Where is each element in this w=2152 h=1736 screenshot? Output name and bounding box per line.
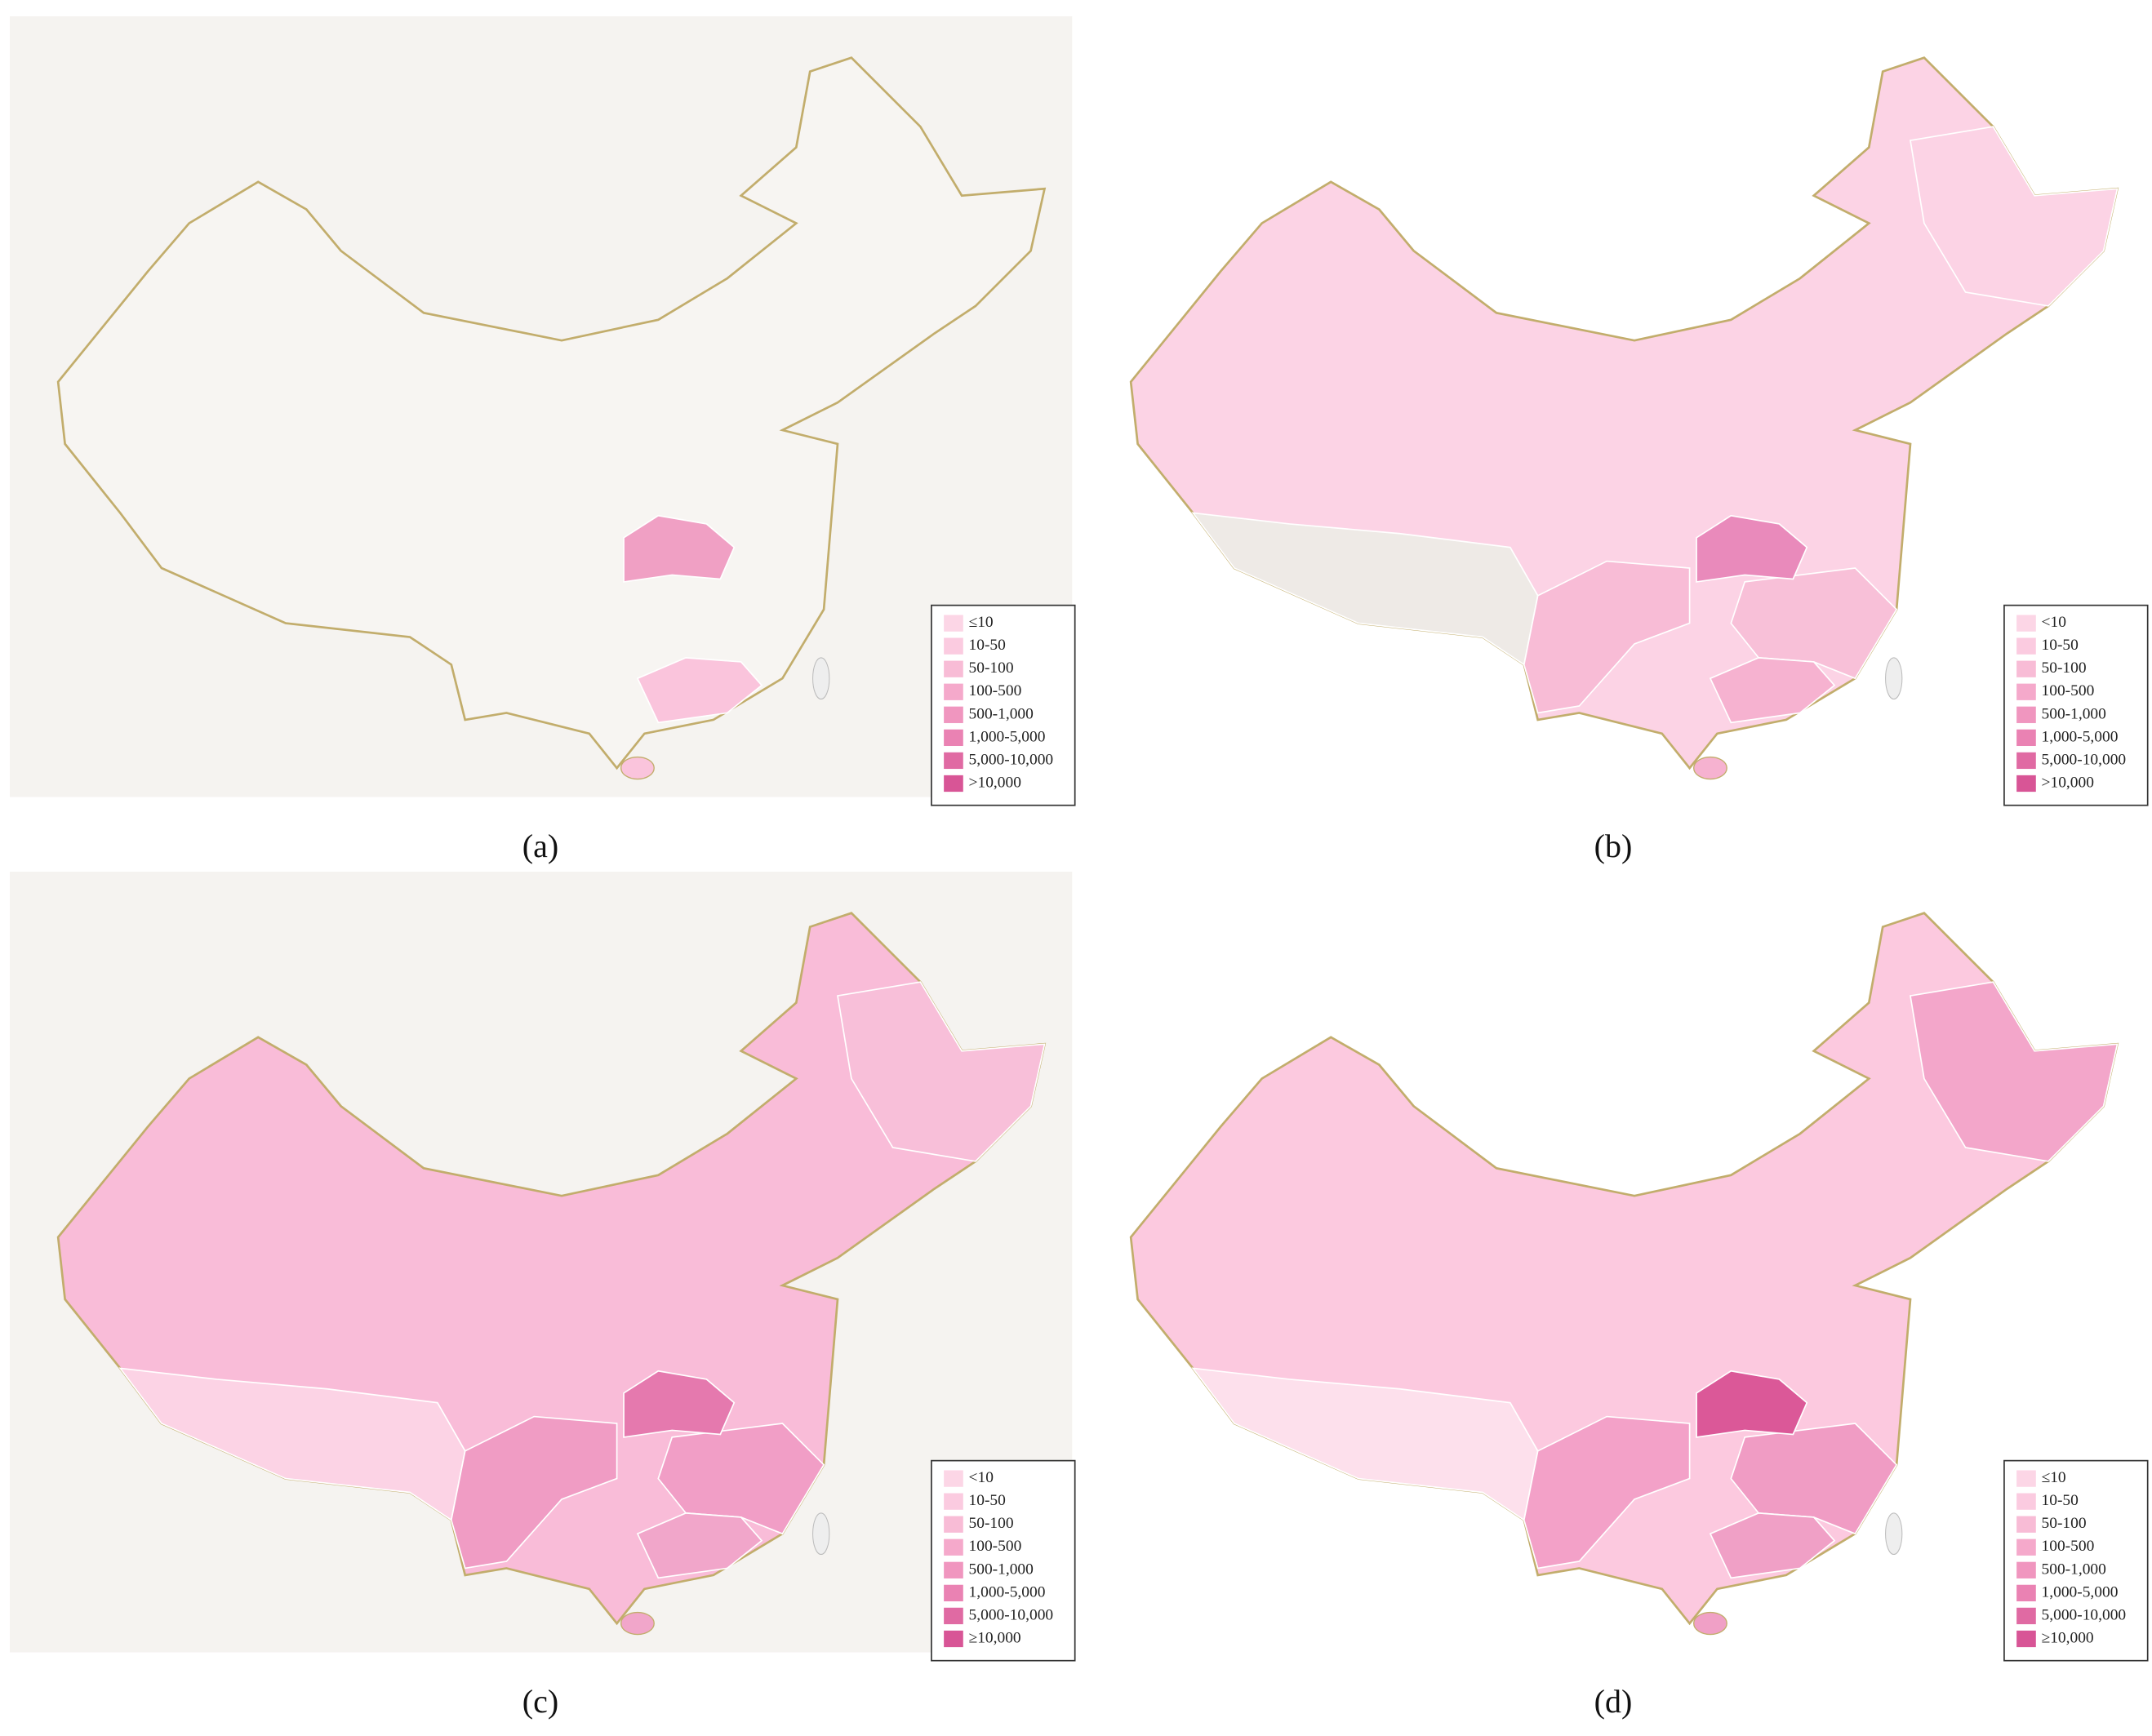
legend-label: 1,000-5,000 — [2042, 1583, 2119, 1601]
legend-label: 100-500 — [969, 682, 1022, 699]
hainan — [620, 756, 655, 780]
legend-label: 500-1,000 — [2042, 1561, 2106, 1578]
legend-swatch — [2016, 1561, 2036, 1578]
legend-label: 5,000-10,000 — [2042, 751, 2127, 768]
panel-label: (d) — [1594, 1683, 1633, 1720]
legend-swatch — [2016, 706, 2036, 723]
legend-label: 1,000-5,000 — [969, 1583, 1046, 1601]
legend-swatch — [944, 1561, 963, 1578]
province — [636, 656, 763, 724]
legend-swatch — [2016, 1584, 2036, 1602]
legend-swatch — [944, 1584, 963, 1602]
taiwan — [1885, 1512, 1903, 1556]
province — [1523, 1415, 1691, 1570]
hainan — [620, 1611, 655, 1636]
legend-swatch — [944, 683, 963, 700]
legend-swatch — [2016, 1470, 2036, 1487]
legend-swatch — [2016, 660, 2036, 677]
legend-label: 50-100 — [969, 659, 1014, 677]
panel-label: (a) — [522, 828, 558, 864]
legend-label: 5,000-10,000 — [2042, 1606, 2127, 1623]
map-panel: <10 10-50 50-100 100-500 500-1,000 1,000-5,00… — [1083, 16, 2149, 806]
province — [1730, 567, 1898, 680]
province — [657, 1423, 825, 1535]
province — [1910, 981, 2119, 1162]
province — [1523, 560, 1691, 714]
legend-label: 100-500 — [2042, 682, 2095, 699]
legend-label: 100-500 — [969, 1538, 1022, 1555]
legend-label: <10 — [2042, 614, 2066, 631]
province — [837, 981, 1046, 1162]
legend-swatch — [2016, 683, 2036, 700]
legend-swatch — [2016, 637, 2036, 655]
legend-swatch — [944, 1538, 963, 1556]
legend-swatch — [2016, 729, 2036, 747]
hainan — [1692, 1611, 1727, 1636]
panel-label: (b) — [1594, 828, 1633, 864]
legend-label: 50-100 — [2042, 659, 2087, 677]
panel-label: (c) — [522, 1683, 558, 1720]
legend-label: >10,000 — [2042, 774, 2094, 791]
province — [623, 1370, 736, 1438]
province — [636, 1512, 763, 1579]
legend-label: 5,000-10,000 — [969, 751, 1054, 768]
legend-label: 10-50 — [969, 1492, 1006, 1509]
legend-swatch — [2016, 752, 2036, 770]
legend-label: 10-50 — [2042, 1492, 2079, 1509]
taiwan — [812, 657, 830, 700]
legend-swatch — [944, 637, 963, 655]
legend-swatch — [2016, 1630, 2036, 1648]
legend-swatch — [2016, 1538, 2036, 1556]
province — [1910, 126, 2119, 307]
country-outline — [56, 56, 1047, 770]
legend-label: 5,000-10,000 — [969, 1606, 1054, 1623]
legend-swatch — [944, 706, 963, 723]
legend-swatch — [2016, 1607, 2036, 1625]
legend-label: 10-50 — [2042, 637, 2079, 654]
legend-swatch — [2016, 775, 2036, 793]
legend-swatch — [944, 1516, 963, 1533]
legend-label: ≥10,000 — [969, 1629, 1021, 1646]
legend-label: 50-100 — [969, 1515, 1014, 1532]
legend-swatch — [944, 775, 963, 793]
province — [1730, 1423, 1898, 1535]
legend-label: ≥10,000 — [2042, 1629, 2094, 1646]
province — [1709, 656, 1836, 724]
legend-label: 1,000-5,000 — [969, 728, 1046, 745]
legend-label: 10-50 — [969, 637, 1006, 654]
hainan — [1692, 756, 1727, 780]
map-panel: ≤10 10-50 50-100 100-500 500-1,000 1,000-5,00… — [10, 16, 1076, 806]
legend-label: ≤10 — [2042, 1469, 2066, 1486]
legend-swatch — [2016, 1516, 2036, 1533]
province — [1696, 514, 1808, 583]
legend-swatch — [944, 1607, 963, 1625]
taiwan — [1885, 657, 1903, 700]
legend-swatch — [944, 1470, 963, 1487]
legend-label: 100-500 — [2042, 1538, 2095, 1555]
legend-swatch — [944, 752, 963, 770]
province — [1709, 1512, 1836, 1579]
province — [623, 514, 736, 583]
legend-swatch — [944, 729, 963, 747]
map-panel: ≤10 10-50 50-100 100-500 500-1,000 1,000-5,00… — [1083, 872, 2149, 1662]
legend-label: 50-100 — [2042, 1515, 2087, 1532]
taiwan — [812, 1512, 830, 1556]
legend-swatch — [944, 1630, 963, 1648]
legend-swatch — [944, 615, 963, 632]
province — [1696, 1370, 1808, 1438]
legend-label: 500-1,000 — [2042, 705, 2106, 722]
legend-label: 1,000-5,000 — [2042, 728, 2119, 745]
legend-swatch — [2016, 615, 2036, 632]
province — [450, 1415, 618, 1570]
legend-label: >10,000 — [969, 774, 1021, 791]
legend-label: 500-1,000 — [969, 705, 1034, 722]
legend-swatch — [2016, 1493, 2036, 1510]
legend-label: 500-1,000 — [969, 1561, 1034, 1578]
legend-label: <10 — [969, 1469, 994, 1486]
legend-label: ≤10 — [969, 614, 994, 631]
legend-swatch — [944, 1493, 963, 1510]
legend-swatch — [944, 660, 963, 677]
map-panel: <10 10-50 50-100 100-500 500-1,000 1,000-5,00… — [10, 872, 1076, 1662]
